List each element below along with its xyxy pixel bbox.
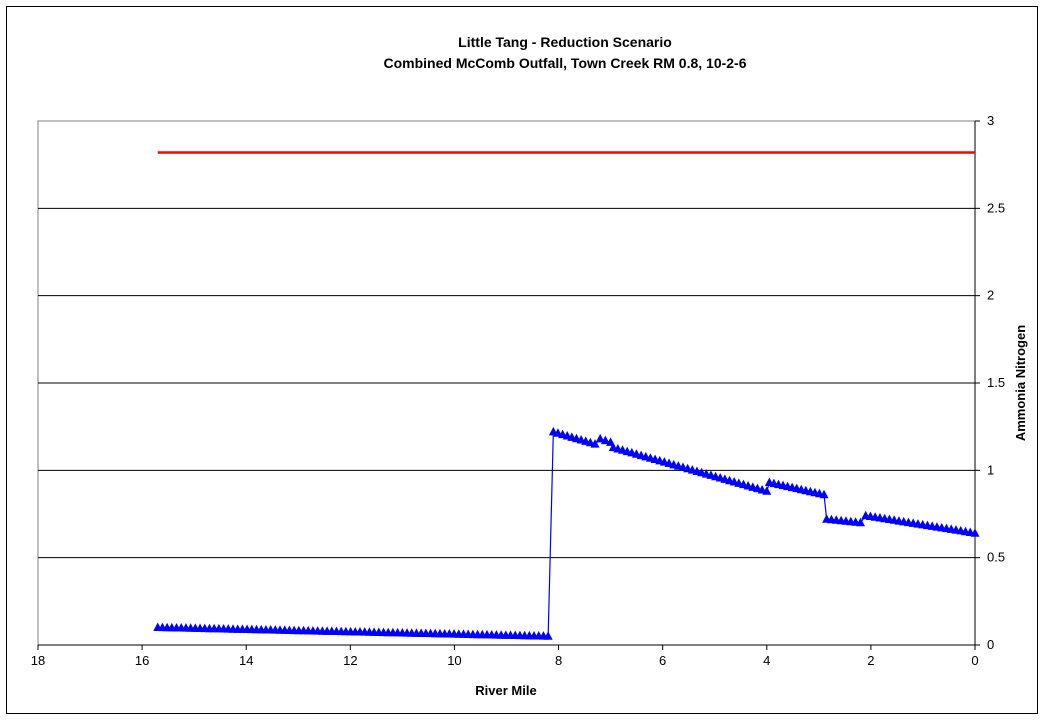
x-axis-label: River Mile (475, 683, 536, 698)
data-point-triangle (855, 517, 865, 527)
x-tick-label: 10 (447, 653, 461, 668)
y-tick-label: 2.5 (987, 200, 1005, 215)
data-point-triangle (819, 489, 829, 499)
gridlines (38, 207, 975, 559)
chart-subtitle: Combined McComb Outfall, Town Creek RM 0… (383, 55, 746, 71)
chart-frame (6, 6, 1038, 714)
y-tick-label: 0 (987, 637, 994, 652)
data-point-triangle (600, 435, 610, 445)
x-tick-label: 16 (135, 653, 149, 668)
y-tick-label: 2 (987, 288, 994, 303)
x-tick-label: 12 (343, 653, 357, 668)
x-tick-label: 4 (763, 653, 770, 668)
x-tick-label: 6 (659, 653, 666, 668)
y-tick-label: 1 (987, 462, 994, 477)
chart-title: Little Tang - Reduction Scenario (458, 34, 672, 50)
x-axis-ticks: 18 16 14 12 10 8 6 4 2 0 (31, 644, 979, 668)
y-tick-label: 1.5 (987, 375, 1005, 390)
x-tick-label: 8 (555, 653, 562, 668)
y-tick-label: 3 (987, 113, 994, 128)
data-point-triangle (595, 433, 605, 443)
series-layer (153, 151, 980, 640)
data-point-triangle (762, 486, 772, 495)
data-point-triangle (590, 439, 600, 448)
data-point-triangle (543, 631, 553, 640)
x-tick-label: 14 (239, 653, 253, 668)
x-tick-label: 0 (971, 653, 978, 668)
y-tick-label: 0.5 (987, 550, 1005, 565)
data-point-triangle (970, 528, 980, 537)
x-tick-label: 18 (31, 653, 45, 668)
y-axis-ticks: 0 0.5 1 1.5 2 2.5 3 (974, 113, 1005, 652)
x-tick-label: 2 (867, 653, 874, 668)
y-axis-label: Ammonia Nitrogen (1013, 325, 1028, 441)
